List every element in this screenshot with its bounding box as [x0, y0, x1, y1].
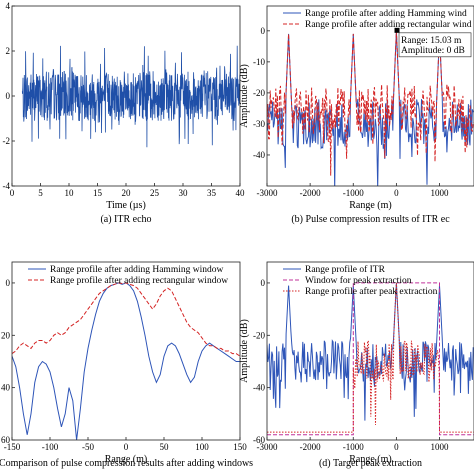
x-axis-label: Range (m): [105, 454, 148, 465]
x-tick-label: -100: [42, 442, 59, 452]
y-tick-label: -40: [253, 383, 265, 393]
y-tick-label: 0: [6, 278, 11, 288]
x-tick-label: 0: [10, 188, 15, 198]
legend-entry: Range profile of ITR: [305, 264, 386, 275]
legend-entry: Range profile after adding rectangular w…: [305, 19, 472, 30]
legend: Range profile after adding Hamming windo…: [28, 264, 228, 286]
legend: Range profile after adding Hamming windR…: [283, 8, 472, 30]
x-tick-label: 15: [93, 188, 103, 198]
y-tick-label: -20: [253, 88, 265, 98]
series-line-range-profile-after-adding-rectangular-window: [12, 282, 240, 357]
y-tick-label: -10: [253, 57, 265, 67]
x-tick-label: 10: [65, 188, 75, 198]
x-tick-label: 40: [236, 188, 246, 198]
x-tick-label: 5: [38, 188, 43, 198]
x-tick-label: -3000: [257, 442, 278, 452]
legend-entry: Range profile after adding Hamming wind: [305, 8, 467, 19]
x-tick-label: -1000: [343, 442, 364, 452]
x-tick-label: 30: [179, 188, 189, 198]
x-axis-label: Range (m): [349, 200, 392, 211]
x-tick-label: -3000: [257, 188, 278, 198]
annotation-text: Range: 15.03 m: [401, 36, 462, 46]
chart-caption: (b) Pulse compression results of ITR ec: [291, 214, 450, 225]
y-axis-label: Amplitude (dB): [239, 319, 250, 383]
x-tick-label: -50: [82, 442, 94, 452]
plot-frame: [266, 5, 474, 187]
y-tick-label: -40: [253, 150, 265, 160]
peak-marker: [394, 27, 400, 33]
x-tick-label: 50: [160, 442, 170, 452]
x-tick-label: -2000: [300, 188, 321, 198]
x-tick-label: 1000: [431, 188, 450, 198]
y-tick-label: -4: [3, 181, 11, 191]
x-tick-label: -1000: [343, 188, 364, 198]
legend-entry: Window for peak extraction: [305, 275, 412, 286]
chart-c: -150 -100 -50 0 50 100 150 60 40 20 0 Range (m)Comp…: [0, 261, 253, 469]
chart-caption: (a) ITR echo: [100, 214, 151, 225]
x-tick-label: 0: [124, 442, 129, 452]
chart-caption: Comparison of pulse compression results …: [0, 458, 253, 469]
series-line-range-profile-after-adding-hamming-window: [12, 282, 240, 440]
plot-area: [21, 45, 240, 148]
annotation-text: Amplitude: 0 dB: [401, 46, 465, 56]
x-tick-label: -150: [4, 442, 21, 452]
chart-caption: (d) Target peak extraction: [319, 458, 422, 469]
legend-entry: Range profile after peak extraction: [305, 286, 438, 297]
y-tick-label: -20: [253, 330, 265, 340]
chart-a: 0 5 10 15 20 25 30 35 40 -4 -2 0 2 4 Time (µs) (a) ITR …: [3, 1, 246, 225]
y-tick-label: -60: [253, 435, 265, 445]
y-tick-label: 0: [261, 26, 266, 36]
y-tick-label: -2: [3, 136, 11, 146]
series-line-window-for-peak-extraction: [267, 282, 474, 436]
x-axis-label: Time (µs): [106, 200, 146, 211]
legend-entry: Range profile after adding rectangular w…: [50, 275, 228, 286]
series-line-signal: [21, 45, 240, 148]
x-tick-label: 0: [394, 442, 399, 452]
y-axis-label: Amplitude (dB): [239, 64, 250, 128]
y-tick-label: 4: [6, 1, 11, 11]
plot-frame: [11, 261, 241, 441]
plot-frame: [266, 261, 474, 441]
y-tick-label: 0: [6, 91, 11, 101]
x-tick-label: 0: [394, 188, 399, 198]
series-line-range-profile-of-itr: [267, 282, 474, 421]
x-tick-label: 100: [195, 442, 209, 452]
x-tick-label: 20: [122, 188, 132, 198]
x-tick-label: 35: [207, 188, 217, 198]
plot-area: [12, 282, 240, 440]
y-tick-label: 2: [6, 46, 11, 56]
legend-entry: Range profile after adding Hamming windo…: [50, 264, 223, 275]
y-tick-label: 0: [261, 278, 266, 288]
x-tick-label: 25: [150, 188, 160, 198]
x-tick-label: -2000: [300, 442, 321, 452]
x-tick-label: 150: [233, 442, 247, 452]
x-tick-label: 1000: [431, 442, 450, 452]
plot-area: [267, 282, 474, 436]
y-tick-label: 20: [1, 330, 11, 340]
y-tick-label: 40: [1, 383, 11, 393]
y-tick-label: 60: [1, 435, 11, 445]
series-line-range-profile-after-peak-extraction: [267, 282, 474, 433]
x-axis-label: Range (m): [349, 454, 392, 465]
annotation-box: [398, 32, 472, 58]
y-tick-label: -30: [253, 119, 265, 129]
